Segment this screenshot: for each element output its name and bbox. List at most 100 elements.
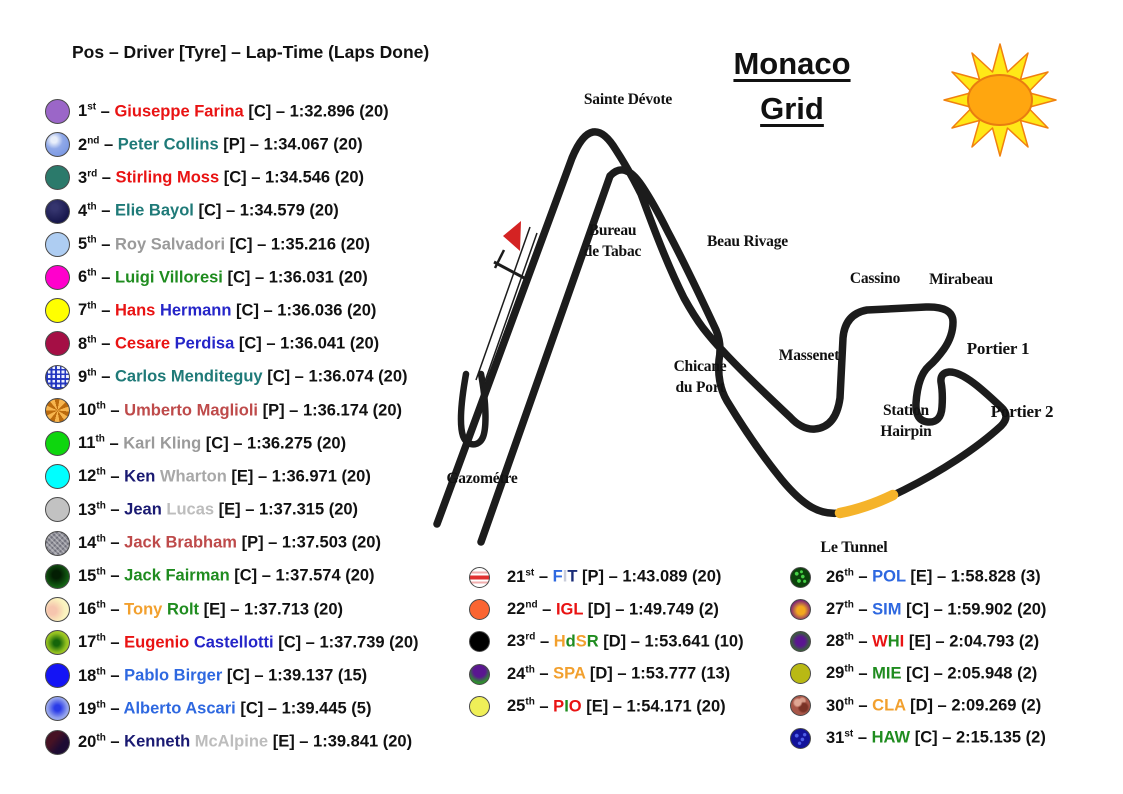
driver-name-part: Carlos Menditeguy <box>115 367 263 386</box>
grid-row-pos-5: 5th – Roy Salvadori [C] – 1:35.216 (20) <box>45 228 419 261</box>
tyre-time-laps: [P] – 1:43.089 (20) <box>577 567 722 586</box>
tyre-time-laps: [C] – 1:36.041 (20) <box>234 334 380 353</box>
position-number: 9th <box>78 367 97 386</box>
tyre-time-laps: [E] – 1:54.171 (20) <box>581 697 726 716</box>
tyre-time-laps: [E] – 1:37.713 (20) <box>199 600 344 619</box>
position-number: 8th <box>78 334 97 353</box>
position-number: 28th <box>826 631 854 651</box>
car-marker <box>790 663 811 685</box>
driver-name-part: Jack Fairman <box>124 566 230 585</box>
driver-name-part: Peter Collins <box>117 135 219 154</box>
grid-row-pos-26: 26th – POL [E] – 1:58.828 (3) <box>790 561 1046 593</box>
position-number: 22nd <box>507 599 538 619</box>
map-label-chicane-du-port: Chicane du Port <box>673 358 727 396</box>
position-number: 23rd <box>507 631 536 651</box>
sun-icon <box>943 43 1057 157</box>
driver-name-part: IGL <box>555 600 584 619</box>
driver-name-part: S <box>575 632 587 651</box>
driver-name-part: Tony <box>124 600 167 619</box>
grid-entry-text: 13th – Jean Lucas [E] – 1:37.315 (20) <box>78 500 359 519</box>
car-marker <box>790 630 811 652</box>
tyre-time-laps: [C] – 1:36.074 (20) <box>262 367 408 386</box>
driver-name-part: P <box>553 697 565 716</box>
grid-column-left: 1st – Giuseppe Farina [C] – 1:32.896 (20… <box>45 95 419 759</box>
tunnel-section <box>834 489 899 519</box>
grid-row-pos-1: 1st – Giuseppe Farina [C] – 1:32.896 (20… <box>45 95 419 128</box>
tyre-time-laps: [D] – 1:53.641 (10) <box>598 632 744 651</box>
grid-entry-text: 31st – HAW [C] – 2:15.135 (2) <box>826 728 1046 747</box>
tyre-time-laps: [C] – 1:36.031 (20) <box>222 268 368 287</box>
car-marker <box>790 598 811 620</box>
car-marker <box>45 231 70 257</box>
tyre-time-laps: [C] – 2:05.948 (2) <box>901 664 1038 683</box>
sun-body <box>967 74 1033 126</box>
map-label-portier-1: Portier 1 <box>966 339 1030 358</box>
grid-row-pos-14: 14th – Jack Brabham [P] – 1:37.503 (20) <box>45 526 419 559</box>
grid-entry-text: 6th – Luigi Villoresi [C] – 1:36.031 (20… <box>78 267 368 287</box>
car-marker <box>790 695 811 717</box>
driver-name-part: CLA <box>872 696 906 715</box>
driver-name-part: Ken <box>124 467 160 486</box>
tyre-time-laps: [E] – 2:04.793 (2) <box>904 632 1040 651</box>
driver-name-part: Wharton <box>159 467 227 486</box>
map-label-gazometre: Gazométre <box>446 470 518 487</box>
position-number: 25th <box>507 696 535 716</box>
grid-entry-text: 10th – Umberto Maglioli [P] – 1:36.174 (… <box>78 400 403 420</box>
grid-entry-text: 17th – Eugenio Castellotti [C] – 1:37.73… <box>78 632 419 652</box>
tyre-time-laps: [E] – 1:36.971 (20) <box>226 467 371 486</box>
grid-row-pos-2: 2nd – Peter Collins [P] – 1:34.067 (20) <box>45 128 419 161</box>
driver-name-part: Stirling Moss <box>115 168 220 187</box>
grid-row-pos-9: 9th – Carlos Menditeguy [C] – 1:36.074 (… <box>45 361 419 394</box>
driver-name-part: SIM <box>872 600 902 619</box>
driver-name-part: F <box>552 567 563 586</box>
gazometre-hairpin <box>457 370 489 448</box>
position-number: 13th <box>78 500 106 519</box>
position-number: 6th <box>78 267 97 287</box>
position-number: 12th <box>78 466 106 486</box>
position-number: 14th <box>78 533 106 552</box>
tyre-time-laps: [C] – 1:34.546 (20) <box>219 168 365 187</box>
grid-entry-text: 20th – Kenneth McAlpine [E] – 1:39.841 (… <box>78 732 413 751</box>
tyre-time-laps: [C] – 1:34.579 (20) <box>193 201 339 220</box>
grid-entry-text: 23rd – HdSR [D] – 1:53.641 (10) <box>507 631 744 651</box>
driver-name-part: H <box>553 632 566 651</box>
position-number: 20th <box>78 732 106 751</box>
tyre-time-laps: [P] – 1:36.174 (20) <box>258 401 403 420</box>
driver-name-part: Eugenio <box>124 633 194 652</box>
tyre-time-laps: [E] – 1:58.828 (3) <box>905 567 1041 586</box>
grid-entry-text: 24th – SPA [D] – 1:53.777 (13) <box>507 664 731 683</box>
position-number: 30th <box>826 696 854 715</box>
position-number: 10th <box>78 400 106 420</box>
map-label-mirabeau: Mirabeau <box>929 271 993 288</box>
driver-name-part: Pablo Birger <box>124 666 223 685</box>
grid-row-pos-10: 10th – Umberto Maglioli [P] – 1:36.174 (… <box>45 394 419 427</box>
car-marker <box>45 298 70 324</box>
grid-row-pos-22: 22nd – IGL [D] – 1:49.749 (2) <box>469 593 744 625</box>
position-number: 17th <box>78 632 106 652</box>
grid-entry-text: 4th – Elie Bayol [C] – 1:34.579 (20) <box>78 201 339 220</box>
driver-name-part: POL <box>872 567 906 586</box>
map-label-le-tunnel: Le Tunnel <box>820 539 888 556</box>
start-line <box>493 260 529 282</box>
car-marker <box>45 331 70 357</box>
map-label-station-hairpin: Station Hairpin <box>880 402 932 440</box>
grid-entry-text: 14th – Jack Brabham [P] – 1:37.503 (20) <box>78 533 381 552</box>
driver-name-part: Hans <box>115 301 160 320</box>
car-marker <box>45 265 70 291</box>
tyre-time-laps: [C] – 1:35.216 (20) <box>225 235 370 254</box>
grid-entry-text: 3rd – Stirling Moss [C] – 1:34.546 (20) <box>78 168 365 187</box>
position-number: 19th <box>78 699 106 718</box>
grid-entry-text: 28th – WHI [E] – 2:04.793 (2) <box>826 631 1040 651</box>
driver-name-part: H <box>887 632 900 651</box>
tyre-time-laps: [D] – 2:09.269 (2) <box>905 696 1042 715</box>
grid-entry-text: 16th – Tony Rolt [E] – 1:37.713 (20) <box>78 599 344 619</box>
tyre-time-laps: [P] – 1:37.503 (20) <box>236 533 381 552</box>
grid-row-pos-30: 30th – CLA [D] – 2:09.269 (2) <box>790 690 1046 722</box>
driver-name-part: Castellotti <box>193 633 274 652</box>
driver-name-part: Alberto Ascari <box>123 699 236 718</box>
position-number: 29th <box>826 663 854 683</box>
grid-entry-text: 19th – Alberto Ascari [C] – 1:39.445 (5) <box>78 699 372 718</box>
grid-entry-text: 22nd – IGL [D] – 1:49.749 (2) <box>507 599 719 619</box>
grid-entry-text: 26th – POL [E] – 1:58.828 (3) <box>826 567 1041 586</box>
